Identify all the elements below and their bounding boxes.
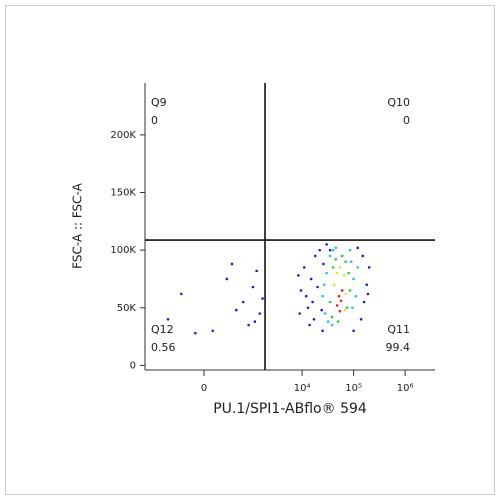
cell-dot (312, 317, 316, 321)
quadrant-percent: 99.4 (386, 341, 411, 354)
y-tick-label: 150K (110, 187, 136, 198)
cell-dot (340, 254, 344, 258)
cell-dot (241, 300, 245, 304)
cell-dot (302, 266, 306, 269)
cell-dot (299, 289, 303, 292)
x-tick-label: 0 (201, 383, 207, 394)
quadrant-percent: 0 (151, 114, 158, 127)
cell-dot (321, 294, 324, 298)
quadrant-name: Q9 (151, 96, 167, 109)
cell-dot (297, 274, 300, 277)
cell-dot (321, 329, 324, 333)
quadrant-percent: 0.56 (151, 341, 176, 354)
cell-dot (339, 299, 343, 303)
cell-dot (361, 254, 364, 258)
cell-dot (332, 283, 336, 287)
cell-dot (225, 277, 229, 281)
cell-dot (323, 283, 326, 287)
frame (5, 5, 495, 495)
cell-dot (362, 300, 366, 304)
cell-dot (306, 306, 310, 310)
cell-dot (253, 320, 257, 323)
cell-dot (349, 260, 353, 263)
cell-dot (335, 304, 339, 307)
cell-dot (359, 317, 363, 321)
cell-dot (322, 262, 325, 266)
quadrant-percent: 0 (403, 114, 410, 127)
x-tick-label: 10⁴ (294, 383, 311, 394)
cell-dot (251, 285, 255, 289)
cell-dot (328, 254, 332, 258)
cell-dot (320, 308, 323, 312)
cell-dot (337, 294, 341, 298)
cell-dot (180, 292, 183, 296)
cell-dot (331, 266, 335, 269)
cell-dot (330, 323, 334, 327)
cell-dot (258, 312, 262, 315)
cell-dot (352, 277, 355, 281)
cell-dot (366, 292, 370, 296)
y-tick-label: 50K (117, 303, 137, 314)
cell-dot (336, 320, 340, 323)
cell-dot (344, 292, 347, 296)
cell-dot (211, 329, 215, 333)
cell-dot (334, 246, 338, 250)
y-tick-label: 100K (110, 245, 136, 256)
cell-dot (356, 246, 359, 250)
x-axis-label: PU.1/SPI1-ABflo® 594 (213, 401, 367, 417)
cell-dot (352, 329, 355, 333)
cell-dot (247, 323, 250, 327)
cell-dot (194, 331, 197, 335)
cell-dot (343, 308, 347, 312)
quadrant-name: Q11 (387, 323, 410, 336)
cell-dot (230, 262, 234, 266)
cell-dot (338, 309, 342, 313)
y-tick-label: 200K (110, 130, 136, 141)
cell-dot (351, 306, 354, 310)
cell-dot (308, 323, 311, 327)
cell-dot (328, 300, 332, 304)
x-tick-label: 10⁵ (345, 383, 362, 394)
cell-dot (356, 266, 359, 269)
cell-dot (328, 248, 332, 252)
cell-dot (311, 300, 314, 304)
cell-dot (316, 285, 319, 289)
cell-dot (354, 294, 358, 298)
cell-dot (325, 271, 328, 275)
cell-dot (318, 248, 322, 252)
y-axis-label: FSC-A :: FSC-A (71, 182, 85, 268)
cell-dot (338, 266, 342, 269)
cell-dot (323, 312, 327, 315)
x-tick-label: 10⁶ (397, 383, 414, 394)
cell-dot (365, 283, 369, 287)
cell-dot (330, 315, 334, 319)
cell-dot (335, 271, 339, 275)
cell-dot (235, 308, 238, 312)
cell-dot (325, 243, 328, 246)
cell-dot (348, 289, 352, 292)
y-tick-label: 0 (130, 360, 136, 371)
cell-dot (345, 306, 349, 310)
cell-dot (304, 294, 308, 298)
cell-dot (340, 289, 344, 292)
cell-dot (342, 274, 346, 277)
cell-dot (348, 248, 352, 252)
cell-dot (309, 277, 313, 281)
cell-dot (255, 269, 258, 273)
cell-dot (331, 248, 335, 252)
cell-dot (367, 266, 371, 269)
quadrant-name: Q10 (387, 96, 410, 109)
quadrant-name: Q12 (151, 323, 174, 336)
cell-dot (326, 320, 330, 323)
cell-dot (261, 297, 264, 300)
cell-dot (313, 254, 317, 258)
cell-dot (298, 312, 302, 315)
cell-dot (166, 317, 170, 321)
cell-dot (334, 258, 338, 261)
cell-dot (347, 271, 350, 275)
cell-dot (344, 260, 347, 263)
